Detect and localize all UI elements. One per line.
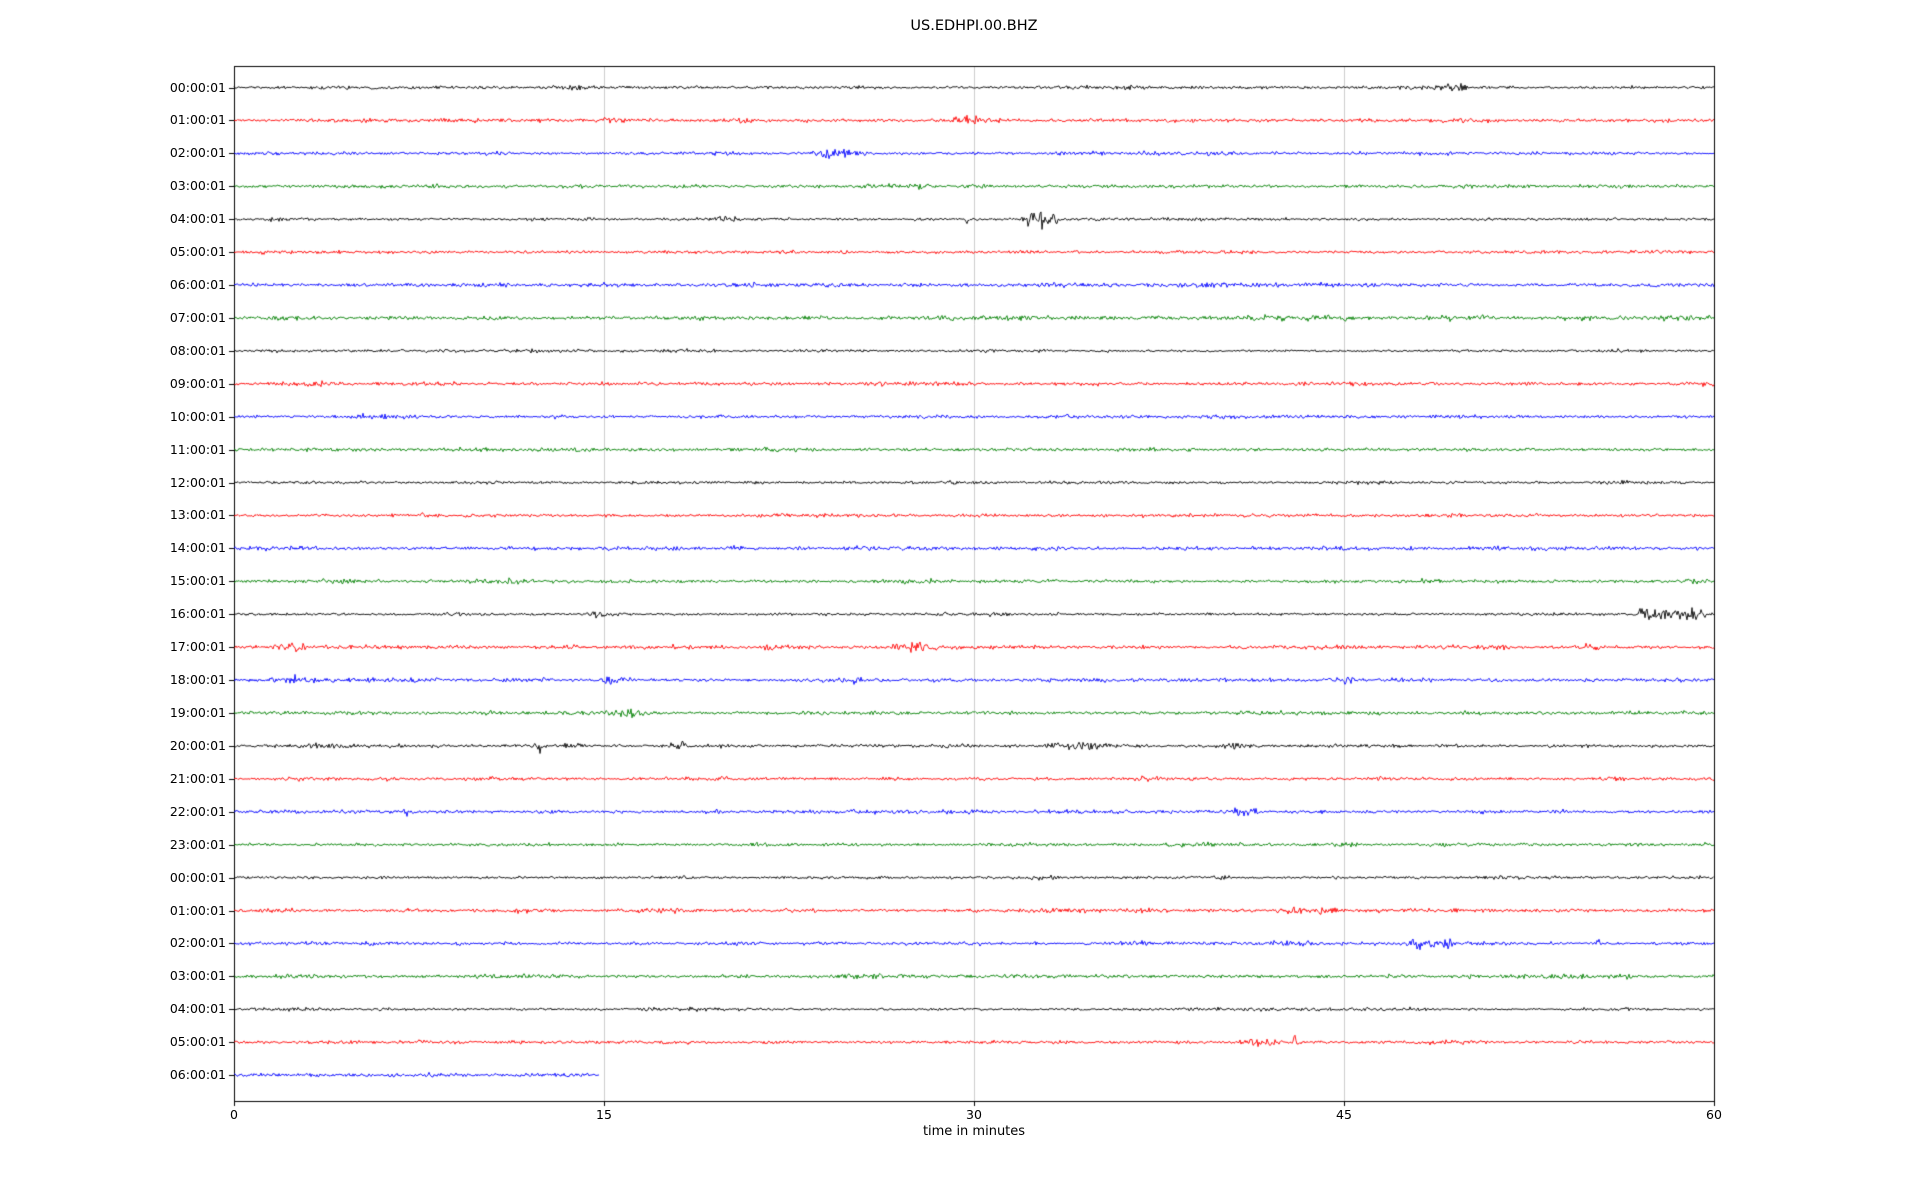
trace-time-label: 20:00:01 xyxy=(169,737,226,753)
trace-time-label: 07:00:01 xyxy=(169,309,226,325)
trace-time-label: 17:00:01 xyxy=(169,639,226,655)
x-axis-label: time in minutes xyxy=(922,1124,1026,1139)
trace-time-label: 19:00:01 xyxy=(169,704,226,720)
trace-time-label: 00:00:01 xyxy=(169,869,226,885)
trace-time-label: 12:00:01 xyxy=(169,474,226,490)
x-tick-label: 45 xyxy=(1336,1107,1352,1122)
chart-title: US.EDHPI.00.BHZ xyxy=(910,18,1038,34)
x-tick-label: 30 xyxy=(966,1107,982,1122)
trace-time-label: 03:00:01 xyxy=(169,968,226,984)
trace-time-label: 23:00:01 xyxy=(169,836,226,852)
trace-time-label: 06:00:01 xyxy=(169,277,226,293)
trace-time-label: 15:00:01 xyxy=(169,573,226,589)
trace-time-label: 01:00:01 xyxy=(169,902,226,918)
trace-time-label: 06:00:01 xyxy=(169,1067,226,1083)
trace-time-label: 21:00:01 xyxy=(169,770,226,786)
trace-time-label: 22:00:01 xyxy=(169,803,226,819)
x-tick-label: 15 xyxy=(596,1107,612,1122)
trace-time-label: 11:00:01 xyxy=(169,441,226,457)
trace-time-label: 03:00:01 xyxy=(169,178,226,194)
trace-time-label: 13:00:01 xyxy=(169,507,226,523)
trace-time-label: 08:00:01 xyxy=(169,342,226,358)
trace-time-label: 10:00:01 xyxy=(169,408,226,424)
trace-time-label: 05:00:01 xyxy=(169,244,226,260)
trace-time-label: 02:00:01 xyxy=(169,935,226,951)
x-tick-label: 60 xyxy=(1706,1107,1722,1122)
x-tick-label: 0 xyxy=(230,1107,238,1122)
trace-time-label: 04:00:01 xyxy=(169,211,226,227)
trace-time-label: 02:00:01 xyxy=(169,145,226,161)
trace-time-label: 14:00:01 xyxy=(169,540,226,556)
trace-time-label: 18:00:01 xyxy=(169,672,226,688)
trace-time-label: 01:00:01 xyxy=(169,112,226,128)
trace-time-label: 16:00:01 xyxy=(169,606,226,622)
trace-time-label: 04:00:01 xyxy=(169,1001,226,1017)
trace-time-label: 00:00:01 xyxy=(169,79,226,95)
trace-time-label: 09:00:01 xyxy=(169,375,226,391)
trace-time-label: 05:00:01 xyxy=(169,1034,226,1050)
